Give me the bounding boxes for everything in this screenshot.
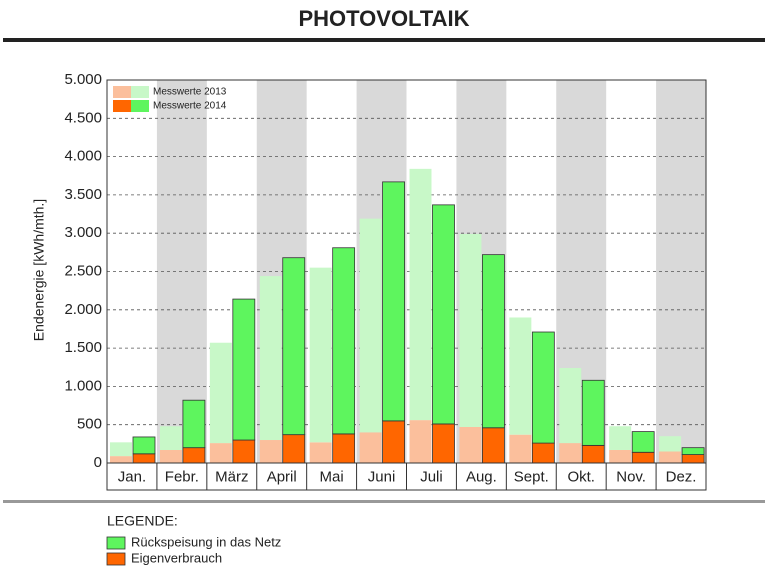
bar-segment xyxy=(432,423,455,464)
bar-segment xyxy=(110,442,132,457)
bar-segment xyxy=(609,426,632,450)
bar-segment xyxy=(132,436,156,455)
x-tick-label: Juni xyxy=(368,468,396,485)
bar-segment xyxy=(332,247,356,435)
chart-title: PHOTOVOLTAIK xyxy=(298,6,469,31)
bar-segment xyxy=(681,447,705,455)
legend-title: LEGENDE: xyxy=(107,513,178,529)
bar-segment xyxy=(382,181,405,422)
x-tick-label: Juli xyxy=(420,468,443,485)
legend-swatch xyxy=(131,100,149,112)
title-rule xyxy=(3,38,765,42)
bar-segment xyxy=(259,440,282,463)
x-tick-label: Aug. xyxy=(466,468,497,485)
legend-label: Messwerte 2014 xyxy=(153,101,227,112)
bar-segment xyxy=(609,449,632,463)
bar-segment xyxy=(531,331,555,444)
bar-segment xyxy=(509,434,532,463)
y-tick-label: 1.000 xyxy=(64,377,102,394)
y-tick-label: 3.500 xyxy=(64,186,102,203)
legend-label: Rückspeisung in das Netz xyxy=(131,534,281,549)
bar-segment xyxy=(581,379,605,446)
legend-swatch xyxy=(106,552,126,566)
bar-segment xyxy=(459,233,482,427)
bar-segment xyxy=(332,433,356,464)
y-tick-label: 1.500 xyxy=(64,339,102,356)
bar-segment xyxy=(232,298,256,441)
bar-segment xyxy=(232,439,256,464)
bar-segment xyxy=(382,420,405,464)
bar-segment xyxy=(359,432,382,463)
bar-segment xyxy=(409,168,432,421)
bar-segment xyxy=(631,451,655,464)
x-tick-label: Febr. xyxy=(165,468,199,485)
bar-segment xyxy=(509,317,532,435)
bar-segment xyxy=(482,427,505,464)
y-tick-label: 3.000 xyxy=(64,224,102,241)
legend-label: Messwerte 2013 xyxy=(153,87,227,98)
bar-segment xyxy=(459,426,482,463)
legend-label: Eigenverbrauch xyxy=(131,550,222,565)
x-tick-label: Dez. xyxy=(666,468,697,485)
bar-segment xyxy=(182,447,206,464)
y-axis-label: Endenergie [kWh/mth.] xyxy=(31,199,47,341)
bar-segment xyxy=(182,399,206,449)
bar-segment xyxy=(409,420,432,463)
x-tick-label: Mai xyxy=(320,468,344,485)
legend-swatch xyxy=(113,100,131,112)
bar-segment xyxy=(359,218,382,433)
plot-frame xyxy=(106,79,707,491)
bar-segment xyxy=(659,451,682,463)
x-tick-label: März xyxy=(215,468,248,485)
x-tick-label: Nov. xyxy=(616,468,646,485)
bar-segment xyxy=(282,434,306,464)
bar-segment xyxy=(259,276,282,441)
y-tick-label: 4.000 xyxy=(64,148,102,165)
bar-segment xyxy=(159,426,182,450)
bar-segment xyxy=(282,257,306,436)
bar-segment xyxy=(681,454,705,464)
bar-segment xyxy=(309,442,332,463)
bar-segment xyxy=(559,443,582,463)
bar-segment xyxy=(631,431,655,453)
bar-segment xyxy=(132,453,156,464)
x-tick-label: Jan. xyxy=(118,468,146,485)
column-shade xyxy=(656,80,706,463)
bar-segment xyxy=(482,254,505,429)
bar-segment xyxy=(659,436,682,452)
y-tick-label: 5.000 xyxy=(64,71,102,88)
bar-segment xyxy=(559,368,582,444)
bar-segment xyxy=(110,456,132,463)
y-tick-label: 500 xyxy=(77,416,102,433)
bar-segment xyxy=(159,449,182,463)
bar-segment xyxy=(309,267,332,443)
x-tick-label: Sept. xyxy=(514,468,549,485)
legend-swatch xyxy=(106,536,126,550)
bar-segment xyxy=(531,442,555,464)
y-tick-label: 2.500 xyxy=(64,262,102,279)
x-tick-label: Okt. xyxy=(567,468,595,485)
legend-swatch xyxy=(113,86,131,98)
y-tick-label: 0 xyxy=(94,454,102,471)
bar-segment xyxy=(581,444,605,464)
bar-segment xyxy=(209,342,232,444)
x-tick-label: April xyxy=(267,468,297,485)
legend-swatch xyxy=(131,86,149,98)
bar-segment xyxy=(432,204,455,425)
bar-segment xyxy=(209,443,232,463)
footer-rule xyxy=(3,500,765,503)
y-tick-label: 4.500 xyxy=(64,109,102,126)
y-tick-label: 2.000 xyxy=(64,301,102,318)
